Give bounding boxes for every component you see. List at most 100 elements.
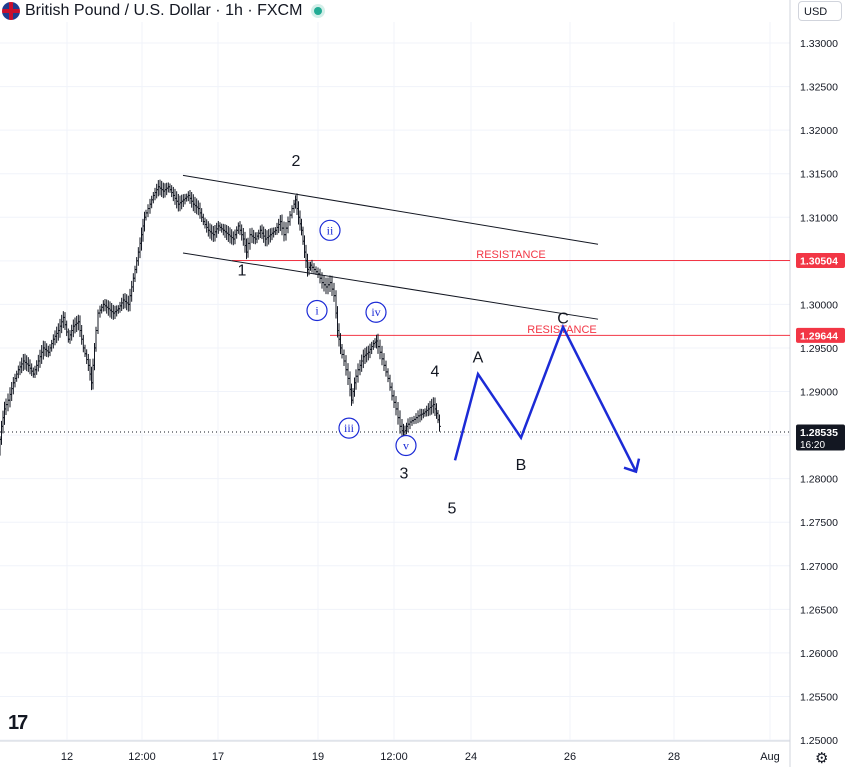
- price-bar: [153, 187, 157, 201]
- price-bar: [180, 194, 184, 210]
- price-bar: [60, 314, 64, 334]
- price-bar: [430, 398, 434, 415]
- price-bar: [61, 311, 65, 329]
- price-bar: [438, 414, 441, 432]
- price-bar: [38, 349, 42, 368]
- subwave-label-ii: ii: [319, 219, 341, 241]
- price-bar: [416, 410, 420, 424]
- price-bar: [85, 349, 89, 365]
- price-bar: [220, 223, 224, 233]
- subwave-text: iv: [371, 305, 380, 319]
- price-bar: [322, 275, 326, 292]
- price-bar: [16, 365, 20, 379]
- price-bar: [133, 265, 137, 283]
- price-bar: [206, 221, 210, 237]
- price-bar: [365, 346, 369, 363]
- price-bar: [344, 355, 348, 376]
- price-bar: [360, 354, 364, 372]
- market-open-status-icon: [314, 7, 323, 15]
- price-bar: [33, 365, 37, 379]
- x-tick-label: 26: [564, 751, 576, 763]
- chart-header: British Pound / U.S. Dollar · 1h · FXCM: [0, 0, 323, 22]
- price-bar: [210, 224, 214, 241]
- price-bar: [277, 218, 281, 234]
- price-bar: [273, 227, 277, 236]
- price-bar: [286, 216, 290, 234]
- y-tick-label: 1.32500: [800, 82, 838, 94]
- projection-label-A: A: [473, 350, 484, 367]
- price-bar: [228, 227, 232, 244]
- price-bar: [188, 190, 192, 204]
- price-bar: [423, 408, 427, 417]
- price-bar: [25, 355, 29, 372]
- price-bar: [165, 182, 169, 196]
- price-bar: [396, 401, 400, 425]
- price-bar: [252, 229, 256, 244]
- price-bar: [195, 198, 199, 215]
- price-bar: [262, 226, 266, 243]
- symbol-title[interactable]: British Pound / U.S. Dollar · 1h · FXCM: [25, 2, 303, 19]
- x-tick-label: 12:00: [128, 751, 156, 763]
- price-bar: [125, 294, 129, 311]
- y-tick-label: 1.29000: [800, 387, 838, 399]
- price-bar: [226, 225, 230, 242]
- resistance-label: RESISTANCE: [476, 249, 545, 261]
- channel-upper-line: [182, 174, 599, 245]
- price-bar: [318, 268, 322, 284]
- price-bar: [388, 374, 392, 391]
- price-bar: [110, 302, 114, 319]
- wave-label-5: 5: [448, 500, 457, 517]
- price-bar: [151, 191, 155, 204]
- projection-arrowhead: [623, 458, 641, 474]
- price-bar: [201, 213, 205, 226]
- price-axis-label-bg: [796, 327, 845, 343]
- price-bar: [123, 293, 127, 309]
- price-axis-label-text: 1.29644: [800, 330, 838, 342]
- price-axis-label-text: 1.30504: [800, 255, 838, 267]
- price-bar: [200, 208, 204, 223]
- wave-label-2: 2: [292, 153, 301, 170]
- price-bar: [45, 343, 49, 357]
- grid-lines: [0, 22, 790, 741]
- price-bar: [255, 232, 259, 244]
- price-bar: [240, 224, 244, 241]
- price-bar: [73, 317, 77, 334]
- price-bar: [250, 227, 254, 244]
- price-bar: [155, 183, 159, 199]
- channel-lower-line: [182, 252, 599, 320]
- price-bar: [253, 232, 257, 245]
- y-tick-label: 1.32000: [800, 125, 838, 137]
- currency-button[interactable]: USD: [798, 1, 842, 21]
- tradingview-logo-icon[interactable]: 17: [8, 712, 28, 734]
- price-bar: [290, 205, 294, 219]
- price-bar: [205, 219, 209, 233]
- price-bar: [268, 228, 272, 243]
- price-bar: [68, 330, 72, 344]
- price-bar: [183, 193, 187, 205]
- y-tick-label: 1.29500: [800, 343, 838, 355]
- price-bar: [168, 183, 172, 193]
- price-bar: [211, 225, 215, 242]
- countdown-label: 16:20: [800, 440, 825, 451]
- price-bar: [332, 282, 336, 302]
- price-bar: [78, 315, 82, 337]
- subwave-text: ii: [327, 223, 334, 237]
- price-bar: [156, 180, 160, 197]
- price-bar: [361, 349, 365, 369]
- price-bar: [50, 339, 54, 352]
- price-bar: [161, 182, 165, 199]
- price-bar: [238, 221, 242, 236]
- price-bar: [108, 301, 112, 318]
- x-tick-label: 19: [312, 751, 324, 763]
- price-bar: [175, 191, 179, 209]
- settings-gear-icon[interactable]: ⚙: [815, 750, 829, 767]
- price-bar: [70, 324, 74, 341]
- price-bar: [363, 347, 367, 364]
- price-bar: [425, 405, 429, 417]
- price-bar: [48, 344, 52, 357]
- price-bar: [258, 225, 262, 238]
- x-tick-label: 17: [212, 751, 224, 763]
- price-bar: [30, 363, 34, 377]
- price-bar: [257, 229, 261, 240]
